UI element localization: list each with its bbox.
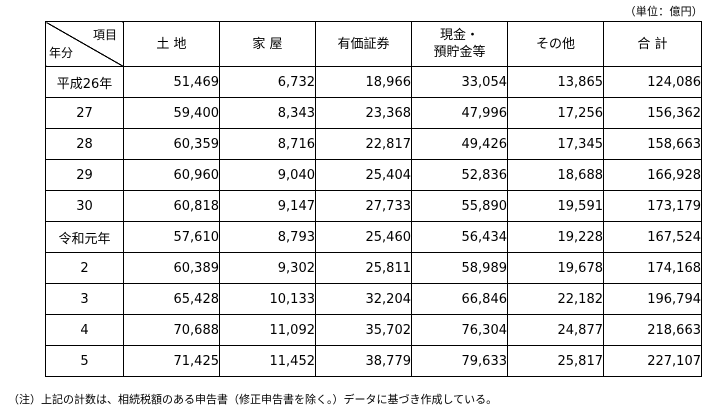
table-body: 平成26年 51,469 6,732 18,966 33,054 13,865 124,08…	[45, 66, 702, 377]
year-cell: 29	[45, 159, 124, 191]
value-cell-cash-deposits: 33,054	[411, 66, 508, 98]
value-cell-other: 13,865	[507, 66, 604, 98]
value-cell-securities: 22,817	[315, 128, 412, 160]
value-cell-houses: 8,343	[219, 97, 316, 129]
value-cell-other: 17,256	[507, 97, 604, 129]
table-row: 令和元年 57,610 8,793 25,460 56,434 19,228 167,524	[45, 221, 702, 253]
corner-header-cell: 項目 年分	[45, 21, 124, 67]
table-row: 5 71,425 11,452 38,779 79,633 25,817 227,107	[45, 345, 702, 377]
value-cell-land: 60,389	[123, 252, 220, 284]
column-header-total: 合 計	[603, 21, 702, 67]
value-cell-land: 60,960	[123, 159, 220, 191]
value-cell-total: 227,107	[603, 345, 702, 377]
value-cell-cash-deposits: 76,304	[411, 314, 508, 346]
column-header-cash: 現金・	[439, 28, 479, 43]
value-cell-securities: 27,733	[315, 190, 412, 222]
column-header-deposits: 預貯金等	[433, 45, 486, 60]
value-cell-houses: 10,133	[219, 283, 316, 315]
value-cell-land: 57,610	[123, 221, 220, 253]
value-cell-securities: 25,404	[315, 159, 412, 191]
column-header-cash-deposits: 現金・ 預貯金等	[411, 21, 508, 67]
table-row: 28 60,359 8,716 22,817 49,426 17,345 158,663	[45, 128, 702, 160]
table-row: 2 60,389 9,302 25,811 58,989 19,678 174,168	[45, 252, 702, 284]
value-cell-land: 71,425	[123, 345, 220, 377]
corner-year-label: 年分	[49, 46, 74, 60]
year-cell: 2	[45, 252, 124, 284]
year-cell: 令和元年	[45, 221, 124, 253]
value-cell-cash-deposits: 58,989	[411, 252, 508, 284]
value-cell-securities: 38,779	[315, 345, 412, 377]
table-row: 4 70,688 11,092 35,702 76,304 24,877 218,663	[45, 314, 702, 346]
value-cell-land: 59,400	[123, 97, 220, 129]
value-cell-other: 25,817	[507, 345, 604, 377]
unit-note: （単位：億円）	[624, 5, 703, 18]
value-cell-cash-deposits: 52,836	[411, 159, 508, 191]
value-cell-land: 60,818	[123, 190, 220, 222]
table-row: 30 60,818 9,147 27,733 55,890 19,591 173,179	[45, 190, 702, 222]
year-cell: 4	[45, 314, 124, 346]
column-header-other: その他	[507, 21, 604, 67]
value-cell-houses: 6,732	[219, 66, 316, 98]
value-cell-other: 24,877	[507, 314, 604, 346]
value-cell-land: 60,359	[123, 128, 220, 160]
value-cell-other: 19,228	[507, 221, 604, 253]
value-cell-total: 196,794	[603, 283, 702, 315]
year-cell: 平成26年	[45, 66, 124, 98]
value-cell-total: 166,928	[603, 159, 702, 191]
value-cell-houses: 9,147	[219, 190, 316, 222]
value-cell-securities: 35,702	[315, 314, 412, 346]
year-cell: 3	[45, 283, 124, 315]
value-cell-other: 17,345	[507, 128, 604, 160]
table-header-row: 項目 年分 土 地 家 屋 有価証券 現金・ 預貯金等 その他 合 計	[45, 21, 702, 67]
value-cell-houses: 11,092	[219, 314, 316, 346]
value-cell-land: 65,428	[123, 283, 220, 315]
value-cell-land: 51,469	[123, 66, 220, 98]
value-cell-houses: 9,302	[219, 252, 316, 284]
value-cell-total: 167,524	[603, 221, 702, 253]
table-row: 3 65,428 10,133 32,204 66,846 22,182 196,794	[45, 283, 702, 315]
value-cell-securities: 32,204	[315, 283, 412, 315]
year-cell: 5	[45, 345, 124, 377]
value-cell-houses: 8,716	[219, 128, 316, 160]
value-cell-securities: 18,966	[315, 66, 412, 98]
table-row: 平成26年 51,469 6,732 18,966 33,054 13,865 124,08…	[45, 66, 702, 98]
value-cell-other: 19,591	[507, 190, 604, 222]
value-cell-cash-deposits: 49,426	[411, 128, 508, 160]
value-cell-total: 158,663	[603, 128, 702, 160]
value-cell-total: 174,168	[603, 252, 702, 284]
inheritance-assets-table: 項目 年分 土 地 家 屋 有価証券 現金・ 預貯金等 その他 合 計 平成26…	[45, 21, 702, 377]
value-cell-houses: 11,452	[219, 345, 316, 377]
value-cell-other: 18,688	[507, 159, 604, 191]
table-row: 27 59,400 8,343 23,368 47,996 17,256 156,362	[45, 97, 702, 129]
value-cell-cash-deposits: 56,434	[411, 221, 508, 253]
value-cell-total: 124,086	[603, 66, 702, 98]
value-cell-houses: 9,040	[219, 159, 316, 191]
year-cell: 30	[45, 190, 124, 222]
value-cell-total: 173,179	[603, 190, 702, 222]
table-row: 29 60,960 9,040 25,404 52,836 18,688 166,928	[45, 159, 702, 191]
value-cell-securities: 23,368	[315, 97, 412, 129]
value-cell-cash-deposits: 66,846	[411, 283, 508, 315]
value-cell-securities: 25,811	[315, 252, 412, 284]
value-cell-cash-deposits: 79,633	[411, 345, 508, 377]
column-header-land: 土 地	[123, 21, 220, 67]
year-cell: 27	[45, 97, 124, 129]
value-cell-other: 19,678	[507, 252, 604, 284]
value-cell-land: 70,688	[123, 314, 220, 346]
value-cell-other: 22,182	[507, 283, 604, 315]
value-cell-total: 218,663	[603, 314, 702, 346]
value-cell-cash-deposits: 47,996	[411, 97, 508, 129]
value-cell-cash-deposits: 55,890	[411, 190, 508, 222]
value-cell-total: 156,362	[603, 97, 702, 129]
column-header-houses: 家 屋	[219, 21, 316, 67]
value-cell-securities: 25,460	[315, 221, 412, 253]
column-header-securities: 有価証券	[315, 21, 412, 67]
corner-item-label: 項目	[92, 28, 117, 42]
footnote: （注）上記の計数は、相続税額のある申告書（修正申告書を除く。）データに基づき作成…	[8, 393, 498, 406]
year-cell: 28	[45, 128, 124, 160]
value-cell-houses: 8,793	[219, 221, 316, 253]
